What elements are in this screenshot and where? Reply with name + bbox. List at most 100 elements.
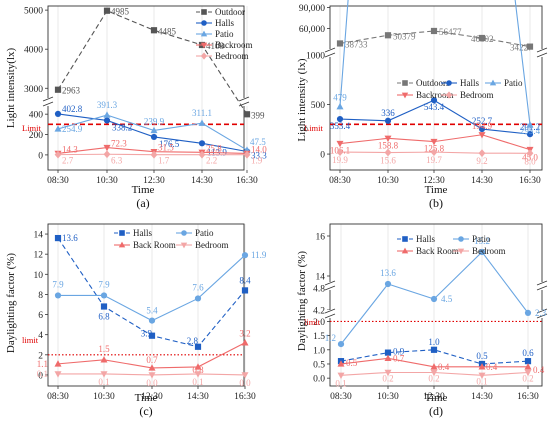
x-tick-label: 12:30 [423, 176, 445, 186]
x-tick-label: 16:30 [519, 176, 541, 186]
panel-c: 08:30 10:30 12:30 14:30 16:30 0 2 4 6 8 10 12 14 limi… [5, 223, 267, 418]
data-label: 0.7 [393, 353, 405, 363]
series-patio: 7.9 7.9 5.4 7.6 11.9 [52, 250, 267, 324]
series-bedroom: 0.1 0.2 0.2 0.1 0.2 [335, 369, 534, 388]
legend-label: Backroom [215, 40, 253, 50]
x-tick-label: 12:30 [423, 392, 445, 402]
y-tick-label: 4000 [24, 46, 43, 56]
y-tick-label: 4.8 [313, 285, 325, 295]
data-point [337, 360, 345, 367]
axis-break-mark [536, 52, 548, 58]
y-tick-label: 4 [38, 331, 43, 341]
x-tick-label: 14:30 [191, 176, 213, 186]
data-point [54, 110, 62, 117]
series-patio: 254.9 391.3 239.9 311.1 47.5 [54, 100, 266, 153]
data-label: 3.9 [141, 329, 153, 339]
data-point [103, 111, 111, 118]
axis-break-mark [536, 313, 548, 319]
panel-b: 08:30 10:30 12:30 14:30 16:30 0 500 1000 60,000 9… [296, 0, 548, 210]
legend-label: Halls [215, 18, 234, 28]
data-point [478, 363, 486, 370]
data-label: 38733 [345, 39, 368, 49]
x-tick-label: 12:30 [143, 176, 165, 186]
legend-marker [457, 248, 465, 255]
data-label: 1.1 [37, 359, 48, 369]
legend-label: Halls [416, 234, 435, 244]
x-tick-label: 08:30 [330, 392, 352, 402]
data-point [150, 126, 158, 134]
data-point [243, 111, 251, 118]
data-label: 0.1 [335, 378, 346, 388]
legend: Outdoors Halls Patio Backroom Bedroom [397, 78, 523, 100]
data-point [384, 135, 392, 143]
x-axis-title: Time [425, 392, 448, 404]
data-point [478, 248, 486, 256]
data-point [54, 360, 62, 367]
data-point [478, 149, 486, 158]
series-patio: 1.2 13.6 4.5 15.2 2.3 [325, 236, 547, 348]
x-tick-label: 10:30 [377, 176, 399, 186]
y-tick-label: 3000 [24, 85, 43, 95]
axis-break-mark [536, 285, 548, 291]
y-tick-label: 60,000 [299, 25, 325, 35]
data-label: 176.5 [159, 139, 180, 149]
data-point [150, 150, 158, 159]
data-label: 11.9 [251, 250, 267, 260]
panel-label: (b) [429, 196, 443, 210]
plot-frame [47, 223, 245, 387]
data-label: 0.0 [239, 378, 251, 388]
legend-marker [180, 242, 188, 249]
plot-frame [329, 223, 543, 387]
data-label: 239.9 [144, 116, 165, 126]
panel-d: 08:30 10:30 12:30 14:30 16:30 0.0 0.5 1.0 1.5 2.0… [296, 223, 548, 418]
axis-break-gap [537, 49, 547, 57]
data-point [384, 32, 392, 39]
legend-label: Patio [472, 234, 491, 244]
data-point [384, 117, 392, 124]
y-tick-label: 6 [38, 311, 43, 321]
data-point [194, 295, 202, 302]
axis-break-gap [325, 282, 335, 290]
data-point [194, 371, 202, 378]
data-point [526, 43, 534, 50]
data-label: 15.6 [380, 156, 396, 166]
data-label: 0.4 [533, 365, 545, 375]
data-label: 6.8 [98, 312, 110, 322]
data-label: 252.7 [472, 116, 493, 126]
data-point [150, 27, 158, 34]
y-tick-label: 16 [316, 233, 326, 243]
x-tick-label: 14:30 [471, 176, 493, 186]
series-bedroom: 2.7 6.3 1.7 2.2 1.9 [54, 150, 263, 166]
data-point [524, 369, 532, 377]
x-tick-label: 16:30 [517, 392, 539, 402]
data-point [430, 138, 438, 146]
data-point [54, 371, 62, 378]
data-point [336, 102, 344, 110]
data-label: 31.5 [158, 143, 174, 153]
data-label: 8.4 [239, 275, 251, 285]
axis-break-mark [238, 96, 250, 102]
y-axis-title: Daylighting factor (%) [5, 253, 17, 354]
data-point [478, 372, 486, 380]
data-label: 295.4 [520, 126, 541, 136]
data-label: 399 [251, 110, 265, 120]
data-label: 0.2 [522, 373, 533, 383]
y-axis-title: Light intensity (lx) [296, 58, 308, 141]
data-label: 0.9 [393, 347, 405, 357]
axis-break-gap [239, 98, 249, 106]
data-point [148, 317, 156, 324]
data-label: 1.2 [325, 333, 336, 343]
data-point [336, 148, 344, 157]
data-point [384, 280, 392, 288]
legend-label: Backroom [416, 90, 454, 100]
series-halls: 13.6 6.8 3.9 2.8 8.4 [54, 233, 251, 350]
data-label: 0.7 [146, 355, 158, 365]
data-point [148, 364, 156, 371]
x-tick-label: 12:30 [141, 392, 163, 402]
legend-marker [200, 52, 208, 60]
data-label: 4.5 [441, 294, 453, 304]
y-tick-label: 5000 [24, 7, 43, 17]
limit-label: Limit [304, 123, 324, 133]
data-label: 0.6 [522, 348, 534, 358]
